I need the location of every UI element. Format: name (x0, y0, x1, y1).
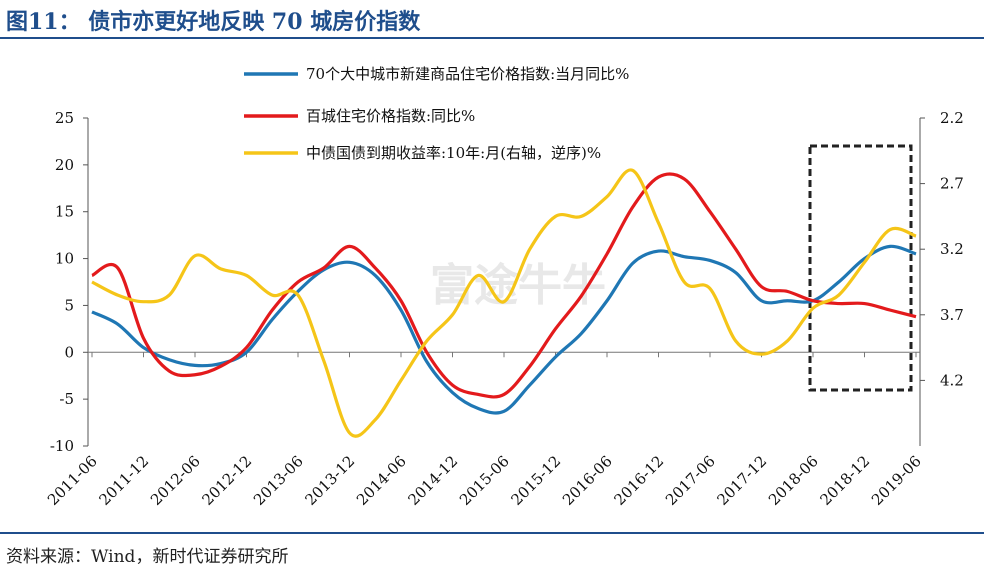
left-tick-label: 5 (64, 296, 74, 314)
line-chart: 富途牛牛 25 20 15 10 5 0 -5 -10 2.2 2.7 3.2 3.7 4.2 2011-… (44, 65, 964, 509)
x-tick-label: 2015-12 (508, 452, 565, 509)
right-tick-label: 2.7 (940, 175, 964, 193)
series-line-2 (91, 172, 917, 399)
legend-label-2: 百城住宅价格指数:同比% (306, 107, 475, 125)
x-tick-label: 2017-12 (714, 452, 771, 509)
left-tick-label: 10 (55, 250, 74, 268)
title-divider (0, 37, 984, 39)
x-tick-label: 2011-06 (44, 452, 101, 509)
legend-label-3: 中债国债到期收益率:10年:月(右轴，逆序)% (306, 144, 601, 162)
right-tick-label: 4.2 (940, 371, 964, 389)
x-tick-label: 2012-06 (147, 452, 204, 509)
watermark-text: 富途牛牛 (430, 260, 606, 311)
x-tick-label: 2016-12 (611, 452, 668, 509)
x-tick-label: 2014-12 (405, 452, 462, 509)
left-tick-label: 15 (55, 203, 74, 221)
left-tick-label: 0 (64, 343, 74, 361)
x-tick-label: 2018-12 (817, 452, 874, 509)
x-tick-label: 2015-06 (456, 452, 513, 509)
right-tick-label: 2.2 (940, 109, 964, 127)
x-tick-label: 2011-12 (96, 452, 153, 509)
x-tick-label: 2016-06 (559, 452, 616, 509)
x-tick-label: 2017-06 (662, 452, 719, 509)
highlight-dashed-box (808, 144, 913, 392)
left-tick-label: -5 (59, 390, 74, 408)
left-tick-label: 20 (55, 156, 74, 174)
x-tick-label: 2019-06 (868, 452, 925, 509)
chart-title: 图11： 债市亦更好地反映 70 城房价指数 (6, 9, 421, 35)
left-tick-label: 25 (55, 109, 74, 127)
left-tick-label: -10 (50, 437, 74, 455)
x-tick-label: 2014-06 (353, 452, 410, 509)
source-note: 资料来源：Wind，新时代证券研究所 (6, 547, 289, 567)
source-divider (0, 532, 984, 534)
x-tick-label: 2018-06 (765, 452, 822, 509)
x-tick-label: 2013-06 (250, 452, 307, 509)
series-line-3 (91, 168, 917, 438)
x-tick-label: 2013-12 (302, 452, 359, 509)
x-tick-label: 2012-12 (199, 452, 256, 509)
right-tick-label: 3.2 (940, 240, 964, 258)
right-tick-label: 3.7 (940, 306, 964, 324)
legend-label-1: 70个大中城市新建商品住宅价格指数:当月同比% (306, 65, 629, 83)
